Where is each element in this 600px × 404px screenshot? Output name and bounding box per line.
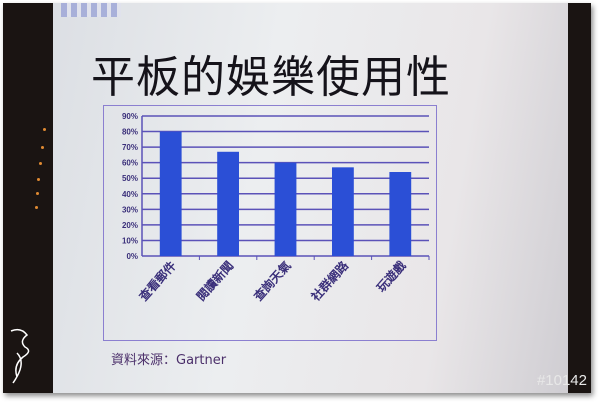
presentation-slide: 平板的娛樂使用性 0% 10% 20% 30% 40% 50% 60% 70% 80% 90% 查看… (53, 3, 568, 393)
bar-chart: 0% 10% 20% 30% 40% 50% 60% 70% 80% 90% 查看郵件 閱讀新聞 查詢天… (103, 105, 437, 341)
x-tick-label: 查詢天氣 (250, 258, 294, 304)
y-tick-label: 20% (122, 221, 138, 230)
bar (159, 131, 182, 256)
background-lights (33, 128, 51, 218)
x-tick-label: 閱讀新聞 (193, 258, 236, 304)
bar (389, 172, 412, 256)
bar (217, 151, 240, 256)
chart-svg: 0% 10% 20% 30% 40% 50% 60% 70% 80% 90% 查看郵件 閱讀新聞 查詢天… (122, 112, 430, 304)
photo-number: #10142 (536, 372, 587, 389)
y-tick-label: 0% (126, 252, 138, 261)
x-tick-label: 玩遊戲 (373, 257, 409, 295)
y-tick-label: 90% (122, 112, 138, 121)
slide-decoration (61, 3, 121, 17)
bar (274, 162, 297, 256)
source-note: 資料來源：Gartner (111, 353, 227, 368)
y-tick-label: 50% (122, 174, 138, 183)
x-tick-label: 社群網路 (307, 257, 352, 304)
signature-logo (10, 328, 30, 384)
watermark-signature (3, 323, 41, 393)
y-tick-label: 80% (122, 128, 138, 137)
y-tick-label: 70% (122, 143, 138, 152)
y-tick-label: 10% (122, 236, 138, 245)
slide-title: 平板的娛樂使用性 (91, 52, 451, 103)
x-tick-label: 查看郵件 (135, 258, 179, 304)
y-tick-label: 40% (122, 190, 138, 199)
bar (331, 167, 354, 256)
slide-photo: 平板的娛樂使用性 0% 10% 20% 30% 40% 50% 60% 70% 80% 90% 查看… (3, 3, 591, 393)
y-tick-label: 60% (122, 159, 138, 168)
y-tick-label: 30% (122, 205, 138, 214)
